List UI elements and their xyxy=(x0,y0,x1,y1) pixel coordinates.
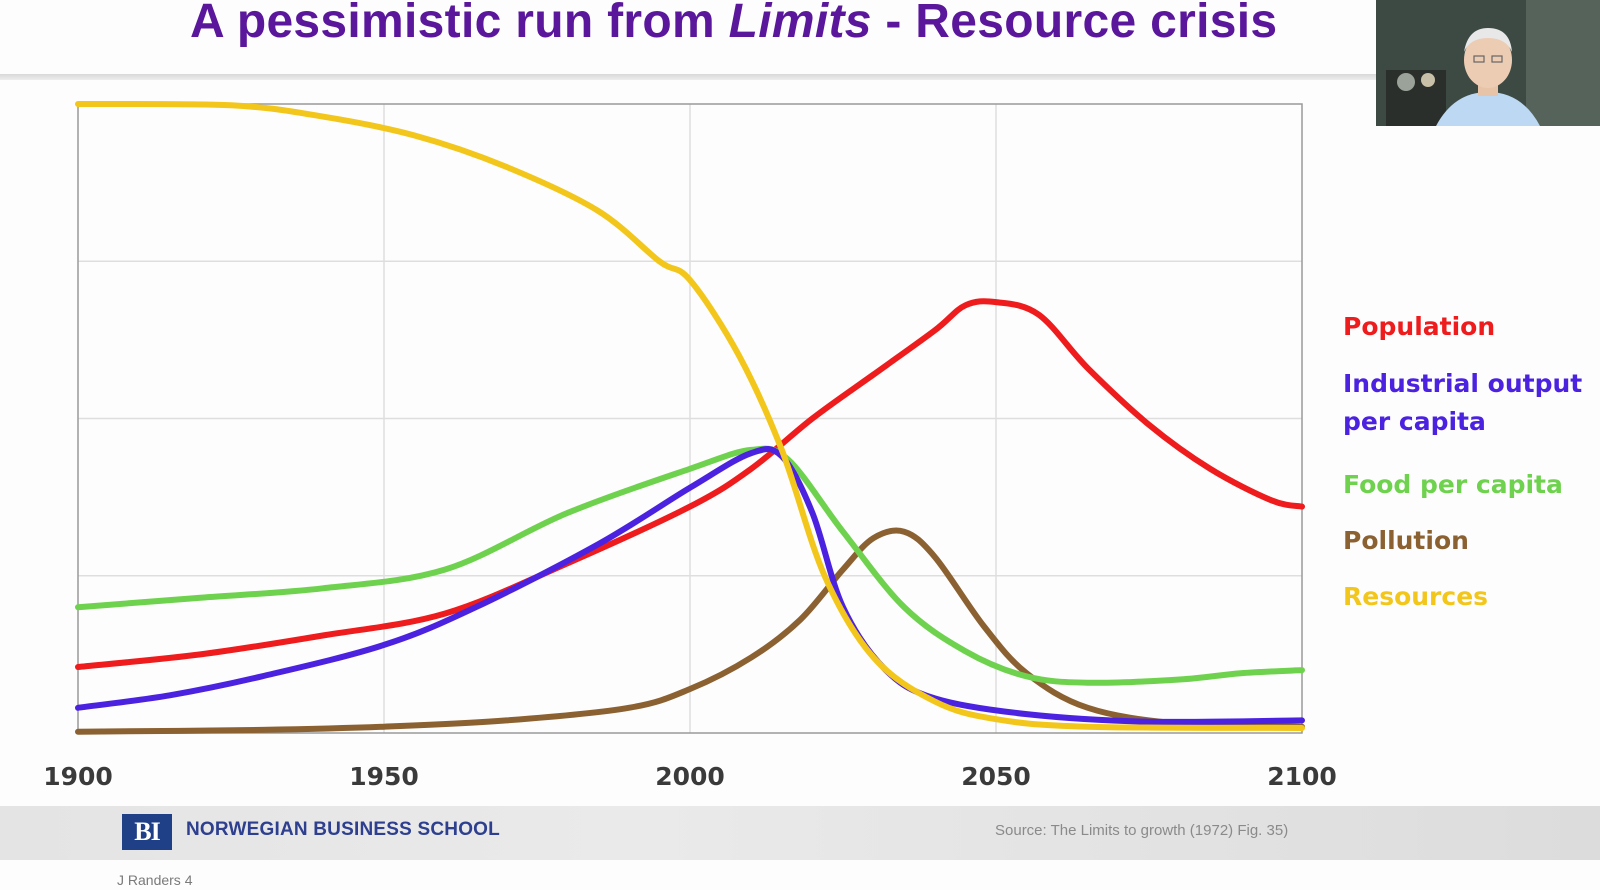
series-line-population xyxy=(75,298,1305,670)
series-line-industrial-output-per-capita xyxy=(75,445,1305,725)
x-tick-label: 2100 xyxy=(1267,762,1337,791)
legend-item: Pollution xyxy=(1343,522,1469,560)
plot-area-border xyxy=(77,103,1303,734)
legend-item: Resources xyxy=(1343,578,1488,616)
legend-label: Pollution xyxy=(1343,526,1469,555)
title-divider xyxy=(0,74,1600,80)
legend-item: Industrial output per capita xyxy=(1343,365,1582,441)
slide-title-suffix: - Resource crisis xyxy=(871,0,1278,48)
legend-label: Population xyxy=(1343,312,1496,341)
x-tick-label: 1950 xyxy=(349,762,419,791)
chart-gridlines xyxy=(78,104,1302,733)
x-tick-label: 1900 xyxy=(43,762,113,791)
legend-item: Population xyxy=(1343,308,1495,346)
slide-title: A pessimistic run from Limits - Resource… xyxy=(190,0,1277,49)
x-tick-label: 2000 xyxy=(655,762,725,791)
legend-item: Food per capita xyxy=(1343,466,1563,504)
person-video-icon xyxy=(1376,0,1600,126)
webcam-thumbnail[interactable] xyxy=(1376,0,1600,126)
chart-series-group xyxy=(75,100,1305,735)
legend-label: Industrial output xyxy=(1343,369,1583,398)
slide-title-emphasis: Limits xyxy=(728,0,872,48)
x-axis-ticks: 1900 1950 2000 2050 2100 xyxy=(43,762,1337,791)
legend-label: Resources xyxy=(1343,582,1489,611)
legend-label: Food per capita xyxy=(1343,470,1563,499)
legend-label-line2: per capita xyxy=(1343,407,1486,436)
series-line-pollution xyxy=(75,527,1305,735)
slide-title-prefix: A pessimistic run from xyxy=(190,0,729,48)
footer-bar xyxy=(0,806,1600,860)
slide-footer-label: J Randers 4 xyxy=(117,872,193,888)
school-name: NORWEGIAN BUSINESS SCHOOL xyxy=(186,819,500,840)
x-tick-label: 2050 xyxy=(961,762,1031,791)
source-note: Source: The Limits to growth (1972) Fig.… xyxy=(995,822,1289,839)
bi-logo: BI xyxy=(122,814,172,850)
series-line-resources xyxy=(75,100,1305,731)
